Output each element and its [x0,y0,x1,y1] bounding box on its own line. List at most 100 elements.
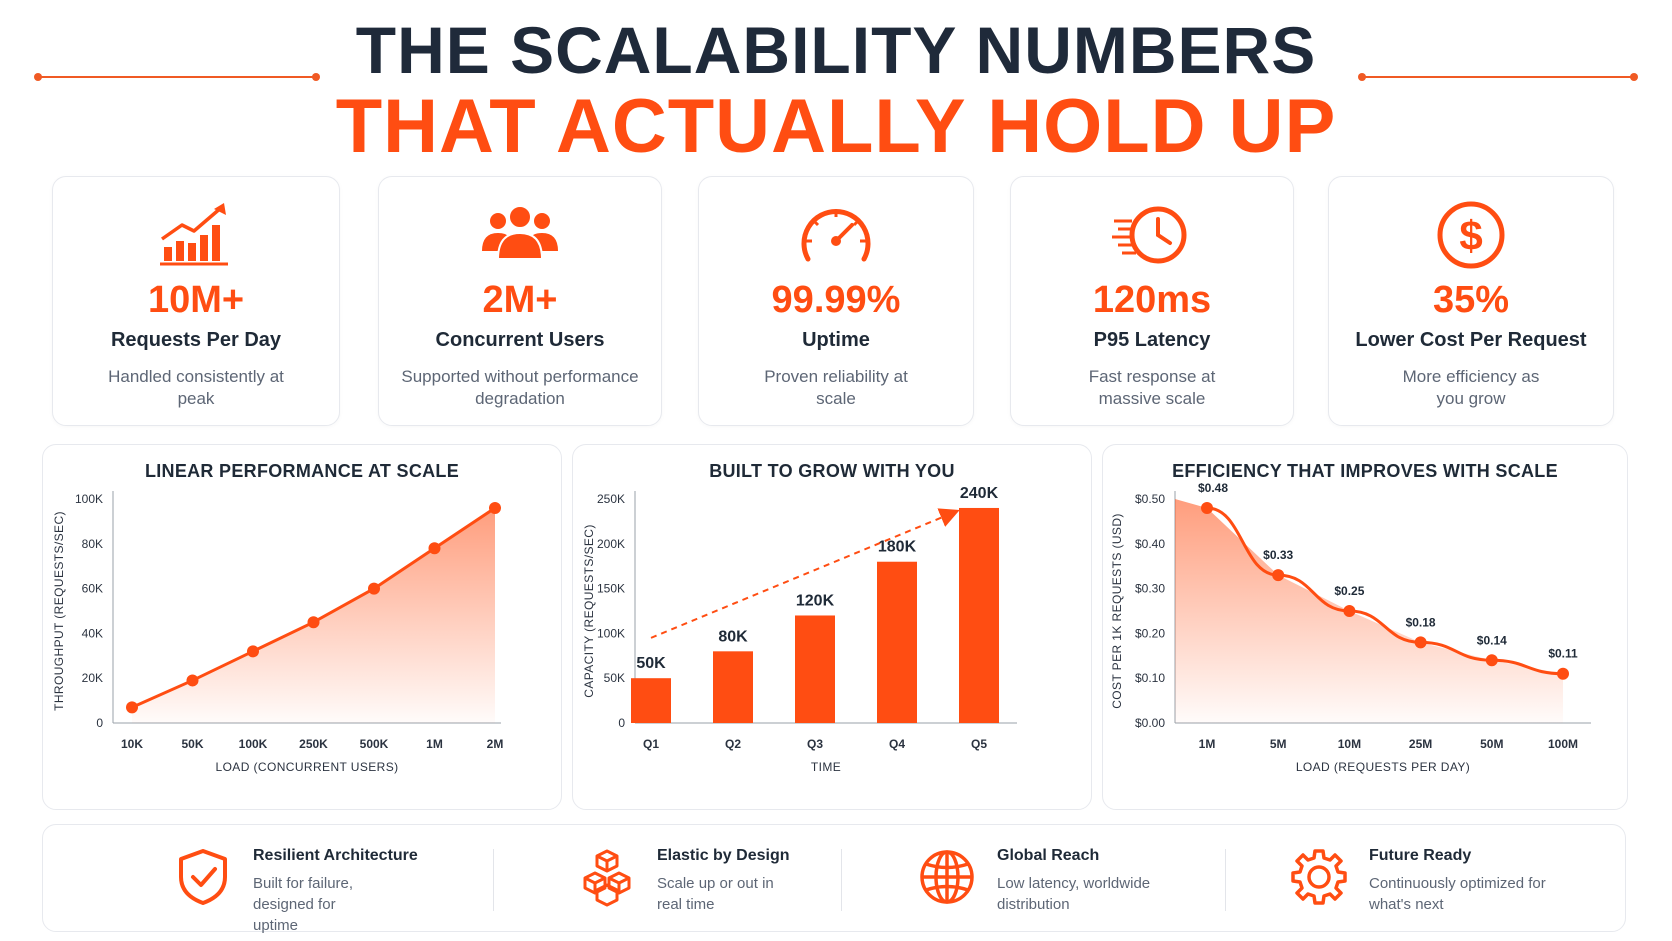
y-tick-label: 20K [82,671,103,685]
globe-icon [920,850,974,904]
efficiency-line-chart: $0.00 $0.10 $0.20 $0.30 $0.40 $0.50 COST PER 1… [1110,481,1591,774]
bar [713,651,753,723]
data-point [1557,667,1569,680]
stats-row: 10M+ Requests Per Day Handled consistent… [52,176,1618,426]
page-header: THE SCALABILITY NUMBERS THAT ACTUALLY HO… [0,14,1672,168]
page-title-highlight: THAT ACTUALLY HOLD UP [335,84,1337,169]
feature-title: Elastic by Design [657,847,790,864]
x-tick-label: 100K [239,737,268,751]
x-tick-label: 25M [1409,737,1432,751]
stat-description: More efficiency as you grow [1402,367,1540,408]
data-point [126,701,138,714]
title-decoration-right [1358,73,1638,81]
chart-title: EFFICIENCY THAT IMPROVES WITH SCALE [1172,461,1558,481]
bar [795,615,835,723]
shield-check-icon [179,849,227,905]
speedometer-icon [801,209,871,262]
y-axis-label: CAPACITY (REQUESTS/SEC) [582,524,596,697]
chart-panel-performance: LINEAR PERFORMANCE AT SCALE 0 20K 40K 60K 80… [42,444,562,810]
stat-card-uptime: 99.99% Uptime Proven reliability at scal… [698,176,974,426]
x-tick-label: 5M [1270,737,1287,751]
feature-description: Low latency, worldwide distribution [997,875,1151,913]
stat-value: 35% [1432,279,1510,321]
chart-panel-efficiency: EFFICIENCY THAT IMPROVES WITH SCALE $0.0… [1102,444,1628,810]
y-tick-label: 150K [597,582,625,596]
x-tick-label: Q2 [725,737,741,751]
data-point [1343,605,1356,617]
chart-title: BUILT TO GROW WITH YOU [709,461,955,481]
bar-data-label: 240K [960,485,999,502]
performance-line-chart: 0 20K 40K 60K 80K 100K THROUGHPUT (REQUESTS/SE… [52,491,504,774]
chart-title: LINEAR PERFORMANCE AT SCALE [144,461,460,481]
data-point [489,501,501,514]
stat-label: P95 Latency [1093,329,1211,351]
y-axis-label: THROUGHPUT (REQUESTS/SEC) [52,511,66,711]
y-tick-label: 250K [597,492,625,506]
stat-card-latency: 120ms P95 Latency Fast response at massi… [1010,176,1294,426]
stat-description: Fast response at massive scale [1088,367,1216,408]
users-group-icon [482,205,558,260]
x-tick-label: Q3 [807,737,823,751]
fast-clock-icon [1112,206,1187,264]
stat-label: Requests Per Day [110,329,282,351]
cubes-icon [583,849,631,907]
feature-divider [841,849,842,911]
y-tick-label: 0 [618,716,625,730]
y-tick-label: 200K [597,537,625,551]
gear-icon [1291,849,1347,905]
y-tick-label: $0.40 [1135,537,1165,551]
feature-description: Scale up or out in real time [657,875,774,913]
bar [959,507,999,723]
dollar-coin-icon: $ [1437,201,1505,269]
point-data-label: $0.18 [1406,615,1436,629]
y-tick-label: 0 [96,716,103,730]
growth-chart-icon [160,203,228,266]
feature-title: Global Reach [997,847,1100,864]
point-data-label: $0.33 [1263,548,1293,562]
feature-title: Future Ready [1369,847,1472,864]
feature-elastic: Elastic by Design Scale up or out in rea… [575,825,855,933]
data-point [1272,569,1285,582]
x-tick-label: 10M [1338,737,1361,751]
chart-panel-capacity: BUILT TO GROW WITH YOU 0 50K 100K 150K 200K 2… [572,444,1092,810]
bar-data-label: 80K [718,628,748,645]
x-tick-label: 250K [299,737,328,751]
svg-text:$: $ [1459,212,1482,259]
stat-label: Uptime [802,329,870,351]
data-point [368,582,380,595]
y-tick-label: 40K [82,626,103,640]
bar-data-label: 50K [636,655,666,672]
x-tick-label: Q1 [643,737,659,751]
y-tick-label: $0.00 [1135,716,1165,730]
stat-card-cost: $ 35% Lower Cost Per Request More effici… [1328,176,1614,426]
stat-card-users: 2M+ Concurrent Users Supported without p… [378,176,662,426]
x-axis-label: TIME [811,760,841,774]
data-point [1201,501,1213,514]
data-point [428,542,441,555]
x-tick-label: 50M [1480,737,1503,751]
features-strip: Resilient Architecture Built for failure… [42,824,1626,934]
stat-label: Concurrent Users [435,329,605,351]
x-axis-label: LOAD (REQUESTS PER DAY) [1296,760,1470,774]
feature-description: Continuously optimized for what's next [1369,875,1546,913]
feature-description: Built for failure, designed for uptime [253,875,354,934]
x-tick-label: 1M [1199,737,1216,751]
y-tick-label: $0.20 [1135,626,1165,640]
point-data-label: $0.25 [1334,584,1364,598]
feature-title: Resilient Architecture [253,847,418,864]
capacity-bar-chart: 0 50K 100K 150K 200K 250K CAPACITY (REQUESTS/S… [582,485,1017,774]
stat-description: Proven reliability at scale [764,367,908,408]
bar [877,561,917,723]
stat-description: Handled consistently at peak [108,367,284,408]
stat-card-requests: 10M+ Requests Per Day Handled consistent… [52,176,340,426]
data-point [1485,654,1498,667]
x-tick-label: 2M [487,737,504,751]
x-tick-label: Q5 [971,737,987,751]
y-tick-label: 80K [82,537,103,551]
feature-divider [493,849,494,911]
x-tick-label: 50K [181,737,203,751]
bar-data-label: 120K [796,592,835,609]
y-tick-label: $0.50 [1135,492,1165,506]
feature-divider [1225,849,1226,911]
y-tick-label: $0.10 [1135,671,1165,685]
